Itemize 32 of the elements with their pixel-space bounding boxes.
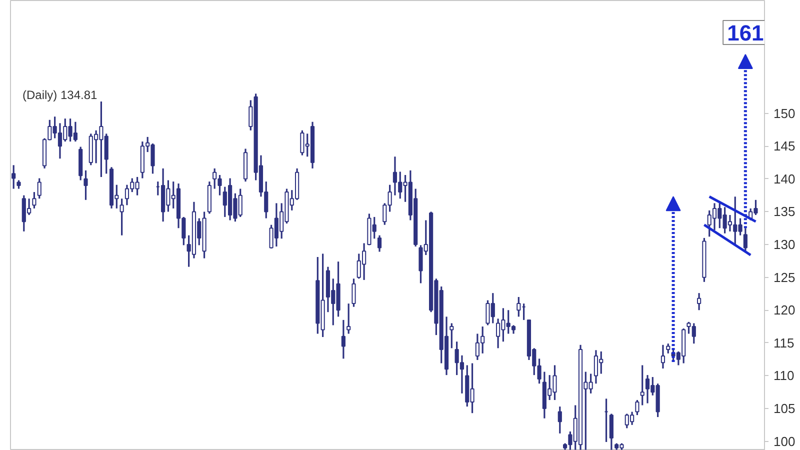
- y-tick-label: 100: [774, 434, 796, 449]
- y-tick-label: 115: [774, 335, 794, 350]
- candlestick: [37, 177, 42, 200]
- candlestick: [609, 412, 614, 450]
- candlestick: [346, 302, 351, 335]
- y-tick-label: 120: [774, 302, 796, 318]
- candlestick: [84, 170, 88, 201]
- candlestick: [666, 342, 670, 354]
- y-tick-label: 150: [774, 106, 796, 121]
- candlestick: [640, 364, 644, 406]
- text: (Daily) 134.81: [22, 88, 98, 102]
- candlestick: [377, 234, 382, 253]
- y-tick-label: 145: [774, 138, 796, 154]
- candlestick: [558, 406, 562, 434]
- y-tick-label: 135: [774, 204, 796, 220]
- candlestick: [743, 227, 748, 253]
- candlestick: [660, 344, 666, 370]
- candlestick: [352, 278, 356, 308]
- candlestick: [635, 399, 640, 416]
- y-tick-label: 110: [774, 368, 794, 384]
- candlestick: [450, 322, 454, 349]
- candlestick: [32, 191, 36, 210]
- candlestick: [697, 292, 702, 311]
- annotation: 161: [727, 20, 764, 46]
- candlestick: [120, 198, 124, 236]
- y-tick-label: 105: [774, 401, 796, 416]
- candlestick: [516, 296, 521, 318]
- candlestick: [341, 319, 346, 360]
- y-tick-label: 140: [774, 171, 796, 186]
- y-tick-label: 130: [774, 237, 796, 252]
- y-tick-label: 125: [774, 270, 796, 285]
- candlestick: [12, 164, 16, 190]
